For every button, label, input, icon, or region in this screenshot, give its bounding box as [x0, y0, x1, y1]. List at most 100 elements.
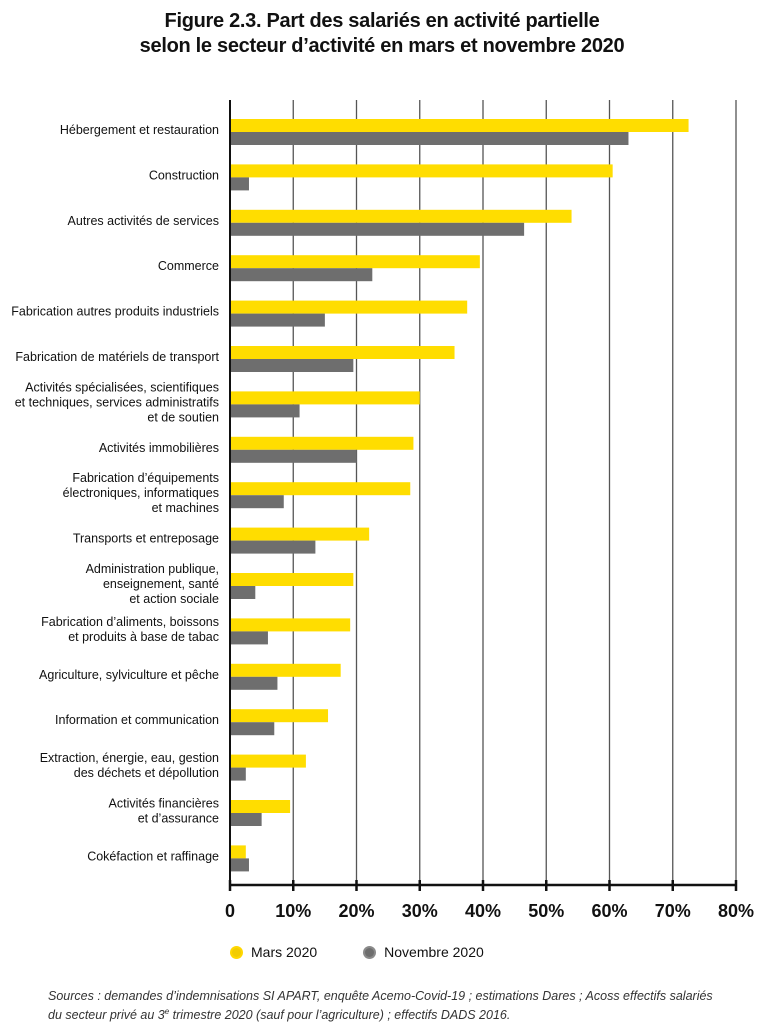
- bar-novembre: [230, 858, 249, 872]
- category-label-line: Activités immobilières: [99, 441, 219, 455]
- legend-dot-mars-icon: [230, 945, 243, 959]
- source-note: Sources : demandes d’indemnisations SI A…: [48, 988, 748, 1023]
- bar-novembre: [230, 722, 275, 736]
- bar-novembre: [230, 586, 256, 599]
- bar-mars: [230, 300, 468, 314]
- bar-novembre: [230, 177, 249, 191]
- category-label-line: Cokéfaction et raffinage: [87, 849, 219, 863]
- bar-mars: [230, 164, 613, 178]
- legend-dot-novembre-icon: [363, 945, 377, 959]
- chart-title-line-2: selon le secteur d’activité en mars et n…: [139, 35, 625, 57]
- category-label-line: enseignement, santé: [103, 577, 219, 591]
- bar-novembre: [230, 404, 300, 418]
- category-label-line: Construction: [149, 168, 219, 182]
- bar-novembre: [230, 268, 373, 282]
- category-label-line: et machines: [152, 501, 219, 515]
- bar-mars: [230, 709, 329, 723]
- bar-novembre: [230, 676, 278, 690]
- category-label: Autres activités de services: [68, 214, 219, 228]
- x-tick-label: 0: [225, 901, 235, 921]
- bar-mars: [230, 436, 414, 450]
- category-label: Administration publique, enseignement, sa…: [86, 562, 219, 606]
- bar-mars: [230, 663, 341, 677]
- bar-mars: [230, 482, 411, 496]
- category-label-line: Autres activités de services: [68, 214, 219, 228]
- bar-novembre: [230, 313, 325, 327]
- superscript-e: e: [164, 1007, 170, 1016]
- category-label-line: et techniques, services administratifs: [15, 395, 219, 409]
- bar-mars: [230, 255, 480, 269]
- x-tick-label: 50%: [528, 901, 564, 921]
- legend: Mars 2020 Novembre 2020: [230, 944, 530, 960]
- bar-mars: [230, 618, 351, 632]
- category-label-line: électroniques, informatiques: [63, 486, 219, 500]
- category-label: Fabrication d’aliments, boissons et produ…: [41, 615, 219, 644]
- category-label-line: et produits à base de tabac: [68, 630, 219, 644]
- category-label: Agriculture, sylviculture et pêche: [39, 668, 219, 682]
- bar-novembre: [230, 449, 357, 463]
- bar-mars: [230, 119, 689, 132]
- x-tick-label: 40%: [465, 901, 501, 921]
- category-label: Fabrication autres produits industriels: [11, 305, 219, 319]
- bar-novembre: [230, 540, 316, 554]
- bar-mars: [230, 209, 572, 223]
- source-note-line-1: Sources : demandes d’indemnisations SI A…: [48, 989, 713, 1003]
- x-tick-label: 70%: [655, 901, 691, 921]
- bar-novembre: [230, 631, 268, 645]
- category-label-line: et d’assurance: [138, 812, 219, 826]
- bar-novembre: [230, 132, 629, 145]
- category-label-line: Fabrication d’aliments, boissons: [41, 615, 219, 629]
- category-label-line: Activités financières: [109, 797, 219, 811]
- category-label-line: des déchets et dépollution: [74, 766, 219, 780]
- x-tick-label: 10%: [275, 901, 311, 921]
- bar-novembre: [230, 222, 525, 236]
- category-label: Activités spécialisées, scientifiques et …: [15, 380, 219, 424]
- category-label-line: Hébergement et restauration: [60, 123, 219, 137]
- bar-chart: Hébergement et restauration Construction A…: [11, 100, 754, 921]
- bar-mars: [230, 754, 306, 768]
- category-label-line: Administration publique,: [86, 562, 219, 576]
- x-tick-label: 80%: [718, 901, 754, 921]
- bar-mars: [230, 573, 354, 586]
- bar-novembre: [230, 359, 354, 372]
- category-label-line: et de soutien: [147, 410, 219, 424]
- category-label: Commerce: [158, 259, 219, 273]
- category-label: Fabrication d’équipements électroniques, …: [63, 471, 219, 515]
- category-label-line: Fabrication d’équipements: [72, 471, 219, 485]
- legend-item-mars: Mars 2020: [230, 944, 317, 960]
- category-label: Construction: [149, 168, 219, 182]
- category-label: Activités immobilières: [99, 441, 219, 455]
- bar-mars: [230, 845, 246, 859]
- x-tick-label: 20%: [338, 901, 374, 921]
- bar-mars: [230, 391, 420, 405]
- category-label-line: Extraction, énergie, eau, gestion: [40, 751, 219, 765]
- legend-label-novembre: Novembre 2020: [384, 944, 484, 960]
- category-label: Information et communication: [55, 713, 219, 727]
- bar-mars: [230, 800, 291, 813]
- bar-novembre: [230, 495, 284, 509]
- category-label-line: Agriculture, sylviculture et pêche: [39, 668, 219, 682]
- category-label: Cokéfaction et raffinage: [87, 849, 219, 863]
- category-label-line: Commerce: [158, 259, 219, 273]
- legend-item-novembre: Novembre 2020: [363, 944, 484, 960]
- category-label: Activités financières et d’assurance: [109, 797, 220, 826]
- x-tick-label: 30%: [402, 901, 438, 921]
- category-label: Fabrication de matériels de transport: [15, 350, 219, 364]
- chart-title-line-1: Figure 2.3. Part des salariés en activit…: [164, 10, 600, 32]
- bar-mars: [230, 527, 370, 541]
- bar-novembre: [230, 813, 262, 826]
- category-label-line: Fabrication de matériels de transport: [15, 350, 219, 364]
- category-label-line: et action sociale: [129, 592, 219, 606]
- category-label: Extraction, énergie, eau, gestion des déc…: [40, 751, 219, 780]
- x-tick-label: 60%: [591, 901, 627, 921]
- category-label: Transports et entreposage: [73, 532, 219, 546]
- category-label-line: Information et communication: [55, 713, 219, 727]
- category-label-line: Activités spécialisées, scientifiques: [25, 380, 219, 394]
- category-label-line: Transports et entreposage: [73, 532, 219, 546]
- bar-mars: [230, 346, 455, 359]
- category-label-line: Fabrication autres produits industriels: [11, 305, 219, 319]
- legend-label-mars: Mars 2020: [251, 944, 318, 960]
- category-label: Hébergement et restauration: [60, 123, 219, 137]
- source-note-line-2: du secteur privé au 3e trimestre 2020 (s…: [48, 1007, 511, 1023]
- bar-novembre: [230, 767, 246, 781]
